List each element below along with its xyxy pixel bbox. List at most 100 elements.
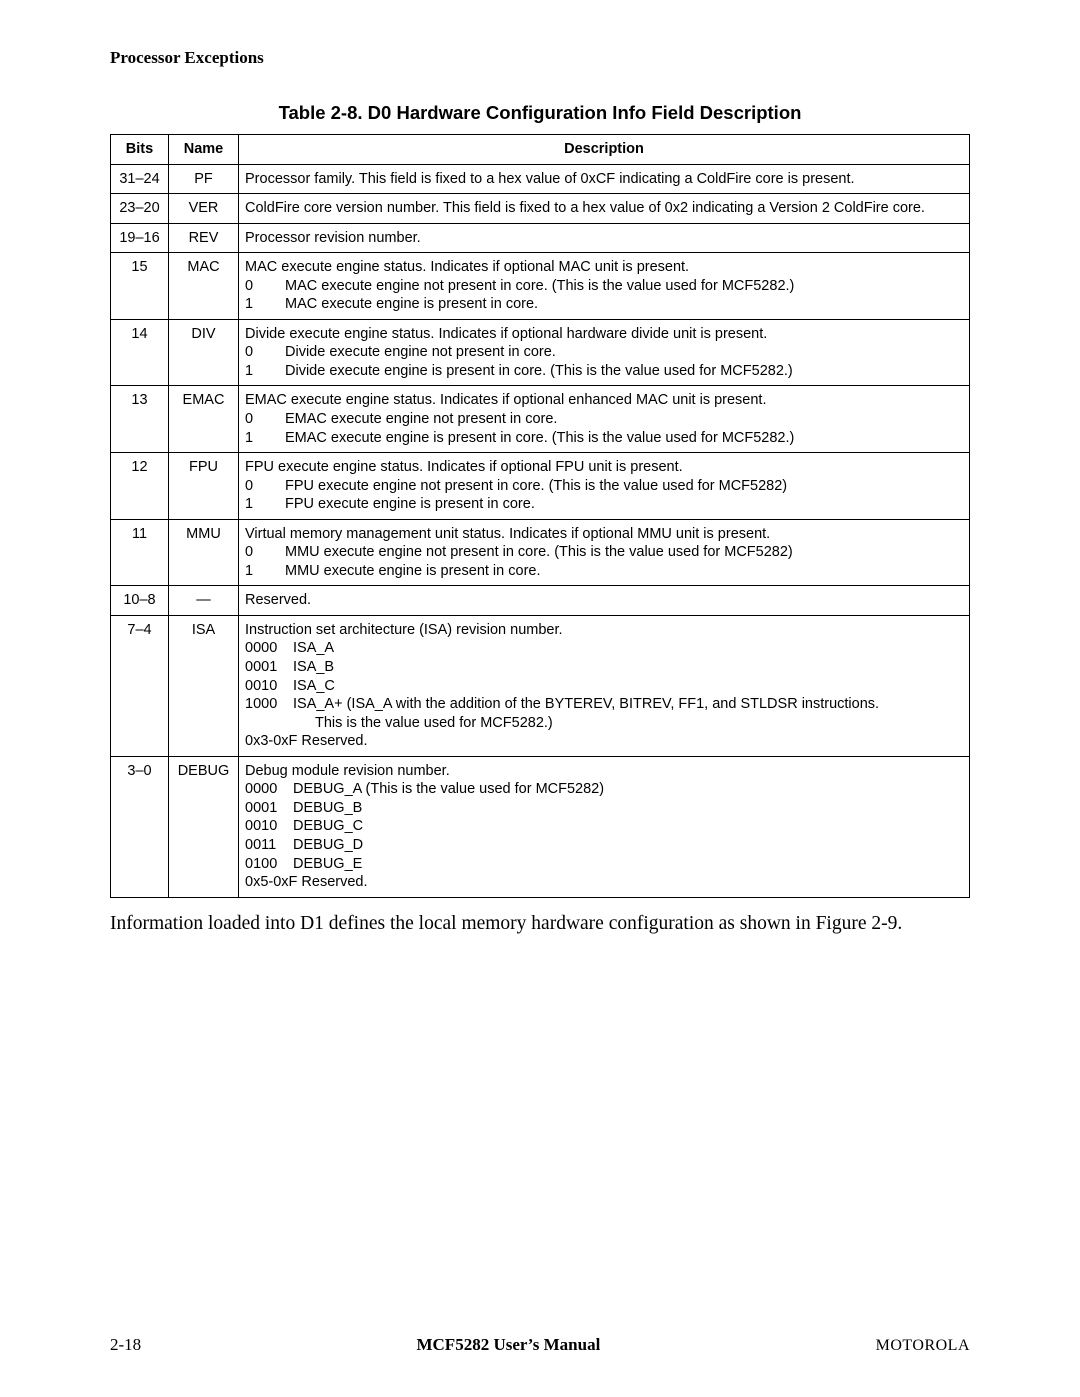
desc-entry-key: 1 <box>245 429 285 448</box>
desc-entry: 0011DEBUG_D <box>245 836 963 855</box>
desc-entry: 0FPU execute engine not present in core.… <box>245 477 963 496</box>
desc-entry: 1EMAC execute engine is present in core.… <box>245 429 963 448</box>
desc-entry: 0001DEBUG_B <box>245 799 963 818</box>
desc-entry-value: DEBUG_C <box>293 817 963 836</box>
table-row: 12FPUFPU execute engine status. Indicate… <box>111 453 970 520</box>
cell-description: FPU execute engine status. Indicates if … <box>239 453 970 520</box>
desc-entry-key: 0000 <box>245 639 293 658</box>
cell-bits: 14 <box>111 319 169 386</box>
cell-name: ISA <box>169 615 239 756</box>
cell-bits: 15 <box>111 253 169 320</box>
desc-entry-key: 0 <box>245 277 285 296</box>
cell-name: DIV <box>169 319 239 386</box>
cell-name: PF <box>169 164 239 194</box>
desc-entry-value: MMU execute engine not present in core. … <box>285 543 963 562</box>
desc-text: Reserved. <box>245 591 963 610</box>
cell-description: Divide execute engine status. Indicates … <box>239 319 970 386</box>
desc-entry: 0000ISA_A <box>245 639 963 658</box>
desc-entry-value: ISA_C <box>293 677 963 696</box>
desc-entry: 0MAC execute engine not present in core.… <box>245 277 963 296</box>
desc-entry-key: 0011 <box>245 836 293 855</box>
cell-name: EMAC <box>169 386 239 453</box>
desc-entry-value: ISA_B <box>293 658 963 677</box>
desc-entry-value: MMU execute engine is present in core. <box>285 562 963 581</box>
desc-entry: 1MMU execute engine is present in core. <box>245 562 963 581</box>
desc-entry: 0Divide execute engine not present in co… <box>245 343 963 362</box>
desc-text: ColdFire core version number. This field… <box>245 199 963 218</box>
table-row: 23–20VER ColdFire core version number. Th… <box>111 194 970 224</box>
desc-text: Virtual memory management unit status. I… <box>245 525 963 544</box>
cell-bits: 12 <box>111 453 169 520</box>
desc-entry: 0100DEBUG_E <box>245 855 963 874</box>
desc-entry-value: Divide execute engine not present in cor… <box>285 343 963 362</box>
desc-entry-key: 1 <box>245 295 285 314</box>
cell-bits: 7–4 <box>111 615 169 756</box>
cell-name: FPU <box>169 453 239 520</box>
desc-entry-key: 1 <box>245 495 285 514</box>
cell-bits: 11 <box>111 519 169 586</box>
desc-text: 0x3-0xF Reserved. <box>245 732 963 751</box>
desc-entry-value: DEBUG_D <box>293 836 963 855</box>
table-row: 13EMACEMAC execute engine status. Indica… <box>111 386 970 453</box>
desc-entry-value: ISA_A <box>293 639 963 658</box>
table-row: 15MAC MAC execute engine status. Indicate… <box>111 253 970 320</box>
cell-name: MAC <box>169 253 239 320</box>
body-paragraph: Information loaded into D1 defines the l… <box>110 912 970 936</box>
desc-entry-hang: This is the value used for MCF5282.) <box>293 714 963 733</box>
table-header-row: Bits Name Description <box>111 135 970 165</box>
desc-entry: 1000ISA_A+ (ISA_A with the addition of t… <box>245 695 963 732</box>
col-name: Name <box>169 135 239 165</box>
desc-text: Divide execute engine status. Indicates … <box>245 325 963 344</box>
desc-text: Debug module revision number. <box>245 762 963 781</box>
col-bits: Bits <box>111 135 169 165</box>
cell-name: DEBUG <box>169 756 239 897</box>
desc-entry: 0MMU execute engine not present in core.… <box>245 543 963 562</box>
desc-entry-key: 0001 <box>245 658 293 677</box>
desc-entry-key: 0000 <box>245 780 293 799</box>
desc-entry-key: 0001 <box>245 799 293 818</box>
footer-manual-title: MCF5282 User’s Manual <box>416 1335 600 1355</box>
desc-entry-key: 0 <box>245 543 285 562</box>
desc-text: 0x5-0xF Reserved. <box>245 873 963 892</box>
cell-bits: 19–16 <box>111 223 169 253</box>
cell-bits: 13 <box>111 386 169 453</box>
cell-description: ColdFire core version number. This field… <box>239 194 970 224</box>
table-caption: Table 2-8. D0 Hardware Configuration Inf… <box>110 102 970 124</box>
desc-entry-key: 0 <box>245 343 285 362</box>
cell-description: Reserved. <box>239 586 970 616</box>
cell-bits: 23–20 <box>111 194 169 224</box>
table-row: 19–16REVProcessor revision number. <box>111 223 970 253</box>
table-row: 3–0DEBUGDebug module revision number.000… <box>111 756 970 897</box>
desc-entry: 0000DEBUG_A (This is the value used for … <box>245 780 963 799</box>
desc-entry-value: Divide execute engine is present in core… <box>285 362 963 381</box>
cell-name: VER <box>169 194 239 224</box>
cell-name: MMU <box>169 519 239 586</box>
desc-entry-value: DEBUG_E <box>293 855 963 874</box>
desc-entry-value: ISA_A+ (ISA_A with the addition of the B… <box>293 695 963 732</box>
table-row: 14DIV Divide execute engine status. Indic… <box>111 319 970 386</box>
cell-name: REV <box>169 223 239 253</box>
desc-text: MAC execute engine status. Indicates if … <box>245 258 963 277</box>
desc-text: Instruction set architecture (ISA) revis… <box>245 621 963 640</box>
desc-entry-value: EMAC execute engine not present in core. <box>285 410 963 429</box>
footer-page-number: 2-18 <box>110 1335 141 1355</box>
desc-entry-key: 1 <box>245 362 285 381</box>
page-footer: 2-18 MCF5282 User’s Manual MOTOROLA <box>110 1335 970 1355</box>
desc-text: Processor family. This field is fixed to… <box>245 170 963 189</box>
cell-bits: 3–0 <box>111 756 169 897</box>
section-header: Processor Exceptions <box>110 48 970 68</box>
desc-entry-value: MAC execute engine not present in core. … <box>285 277 963 296</box>
desc-entry-key: 1 <box>245 562 285 581</box>
cell-bits: 31–24 <box>111 164 169 194</box>
footer-brand: MOTOROLA <box>876 1337 970 1355</box>
desc-entry: 1FPU execute engine is present in core. <box>245 495 963 514</box>
cell-description: EMAC execute engine status. Indicates if… <box>239 386 970 453</box>
desc-entry-value: DEBUG_B <box>293 799 963 818</box>
desc-entry: 0010DEBUG_C <box>245 817 963 836</box>
cell-description: MAC execute engine status. Indicates if … <box>239 253 970 320</box>
col-desc: Description <box>239 135 970 165</box>
cell-description: Virtual memory management unit status. I… <box>239 519 970 586</box>
table-row: 11MMU Virtual memory management unit stat… <box>111 519 970 586</box>
desc-entry-value: EMAC execute engine is present in core. … <box>285 429 963 448</box>
desc-entry: 1Divide execute engine is present in cor… <box>245 362 963 381</box>
